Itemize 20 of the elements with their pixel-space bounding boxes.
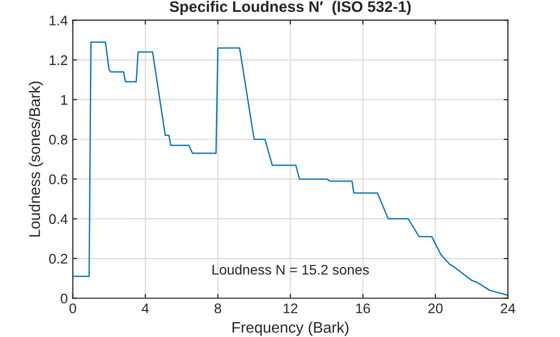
y-tick-label: 0.2 bbox=[49, 254, 68, 264]
y-tick-label: 1 bbox=[61, 95, 68, 105]
x-tick-label: 12 bbox=[284, 303, 298, 314]
y-tick-label: 0.8 bbox=[49, 134, 68, 145]
x-axis-title: Frequency (Bark) bbox=[232, 322, 348, 336]
x-tick-label: 24 bbox=[500, 303, 516, 314]
x-tick-label: 16 bbox=[356, 303, 370, 314]
y-tick-label: 0.4 bbox=[49, 214, 68, 224]
line-series bbox=[72, 41, 508, 296]
x-tick-label: 4 bbox=[142, 304, 149, 314]
x-tick-label: 20 bbox=[428, 303, 443, 314]
y-tick-label: 0.6 bbox=[49, 174, 68, 184]
x-tick-label: 0 bbox=[69, 303, 76, 314]
chart-title: Specific Loudness N′ (ISO 532-1) bbox=[170, 0, 411, 16]
y-tick-label: 1.4 bbox=[50, 16, 68, 26]
y-axis-title: Loudness (sones/Bark) bbox=[28, 82, 44, 237]
annotation: Loudness N = 15.2 sones bbox=[212, 264, 369, 275]
y-tick-label: 0 bbox=[60, 294, 68, 304]
x-tick-label: 8 bbox=[214, 303, 222, 314]
y-tick-label: 1.2 bbox=[50, 55, 68, 65]
